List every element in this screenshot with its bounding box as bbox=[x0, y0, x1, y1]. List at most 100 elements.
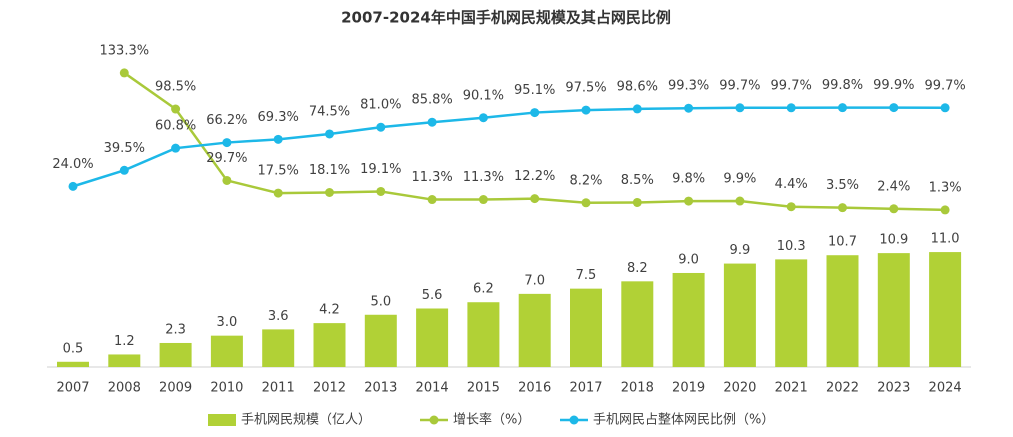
x-tick-label: 2021 bbox=[775, 381, 808, 396]
data-label: 1.3% bbox=[929, 180, 962, 195]
line-marker bbox=[632, 104, 642, 114]
x-tick-label: 2014 bbox=[416, 381, 449, 396]
x-tick-label: 2010 bbox=[210, 381, 243, 396]
line-marker bbox=[530, 108, 540, 118]
data-label: 0.5 bbox=[63, 341, 84, 356]
data-label: 8.2% bbox=[569, 173, 602, 188]
line-marker bbox=[940, 205, 950, 215]
bar bbox=[723, 263, 756, 367]
data-label: 66.2% bbox=[206, 113, 247, 128]
data-label: 9.8% bbox=[672, 172, 705, 187]
legend-label: 增长率（%） bbox=[453, 412, 530, 428]
data-label: 17.5% bbox=[258, 164, 299, 179]
line-marker bbox=[478, 113, 488, 123]
data-label: 1.2 bbox=[114, 334, 135, 349]
data-label: 2.3 bbox=[165, 322, 186, 337]
bar bbox=[108, 354, 141, 367]
line-marker bbox=[119, 68, 129, 78]
bar bbox=[621, 281, 654, 367]
data-label: 99.8% bbox=[822, 78, 863, 93]
data-label: 99.7% bbox=[924, 78, 965, 93]
bar bbox=[775, 259, 808, 367]
line-marker bbox=[838, 203, 847, 213]
legend-swatch bbox=[569, 415, 579, 425]
line-marker bbox=[581, 198, 591, 208]
legend-label: 手机网民规模（亿人） bbox=[241, 413, 371, 428]
line-marker bbox=[376, 122, 386, 132]
data-label: 3.0 bbox=[217, 315, 238, 330]
line-marker bbox=[325, 129, 334, 139]
data-label: 69.3% bbox=[258, 110, 299, 125]
x-tick-label: 2007 bbox=[56, 381, 89, 396]
line-marker bbox=[786, 202, 796, 212]
data-label: 98.5% bbox=[155, 80, 196, 95]
data-label: 99.7% bbox=[719, 78, 760, 93]
data-label: 5.6 bbox=[422, 288, 443, 303]
line-marker bbox=[889, 103, 899, 113]
x-tick-label: 2013 bbox=[364, 381, 397, 396]
line-marker bbox=[632, 197, 642, 207]
legend-swatch bbox=[208, 414, 236, 426]
x-tick-label: 2012 bbox=[313, 381, 346, 396]
data-label: 11.3% bbox=[463, 170, 504, 185]
line-marker bbox=[376, 186, 386, 196]
x-tick-label: 2018 bbox=[621, 381, 654, 396]
data-label: 133.3% bbox=[100, 43, 150, 58]
line-marker bbox=[478, 195, 488, 205]
data-label: 29.7% bbox=[206, 151, 247, 166]
bar bbox=[518, 293, 551, 367]
x-tick-label: 2016 bbox=[518, 381, 551, 396]
line-marker bbox=[171, 143, 181, 153]
data-label: 10.3 bbox=[777, 239, 806, 254]
x-tick-label: 2019 bbox=[672, 381, 705, 396]
data-label: 99.9% bbox=[873, 78, 914, 93]
data-label: 60.8% bbox=[155, 119, 196, 134]
line-marker bbox=[684, 196, 694, 206]
data-label: 39.5% bbox=[104, 141, 145, 156]
bar bbox=[929, 252, 962, 367]
data-label: 99.7% bbox=[771, 78, 812, 93]
line-marker bbox=[171, 104, 181, 114]
data-label: 95.1% bbox=[514, 83, 555, 98]
data-label: 8.5% bbox=[621, 173, 654, 188]
data-label: 10.9 bbox=[879, 233, 908, 248]
data-label: 9.9 bbox=[730, 243, 751, 258]
x-tick-label: 2011 bbox=[262, 381, 295, 396]
line-marker bbox=[273, 134, 283, 144]
data-label: 2.4% bbox=[877, 179, 910, 194]
line-marker bbox=[889, 204, 899, 214]
bar bbox=[570, 288, 602, 367]
bar bbox=[159, 342, 192, 367]
x-tick-label: 2023 bbox=[877, 381, 910, 396]
line-marker bbox=[735, 196, 745, 206]
data-label: 6.2 bbox=[473, 282, 494, 297]
x-tick-label: 2009 bbox=[159, 381, 192, 396]
bar bbox=[877, 253, 910, 367]
x-tick-label: 2024 bbox=[929, 381, 962, 396]
legend-label: 手机网民占整体网民比例（%） bbox=[593, 413, 774, 428]
x-tick-label: 2022 bbox=[826, 381, 859, 396]
line-marker bbox=[68, 181, 78, 191]
line-marker bbox=[222, 138, 232, 148]
line-marker bbox=[427, 117, 437, 127]
line-marker bbox=[119, 165, 129, 175]
x-tick-label: 2020 bbox=[723, 381, 756, 396]
line-marker bbox=[684, 103, 694, 113]
x-tick-label: 2017 bbox=[569, 381, 602, 396]
data-label: 7.5 bbox=[576, 268, 597, 283]
line-marker bbox=[786, 103, 796, 113]
bar bbox=[416, 308, 449, 367]
data-label: 74.5% bbox=[309, 104, 350, 119]
line-marker bbox=[838, 103, 847, 113]
data-label: 9.9% bbox=[723, 172, 756, 187]
line-marker bbox=[581, 105, 591, 115]
bar bbox=[826, 255, 859, 367]
line-marker bbox=[222, 175, 232, 185]
data-label: 81.0% bbox=[360, 98, 401, 113]
data-label: 18.1% bbox=[309, 163, 350, 178]
bar bbox=[672, 272, 705, 367]
data-label: 9.0 bbox=[678, 252, 699, 267]
line bbox=[72, 106, 946, 188]
data-label: 11.0 bbox=[931, 232, 960, 247]
